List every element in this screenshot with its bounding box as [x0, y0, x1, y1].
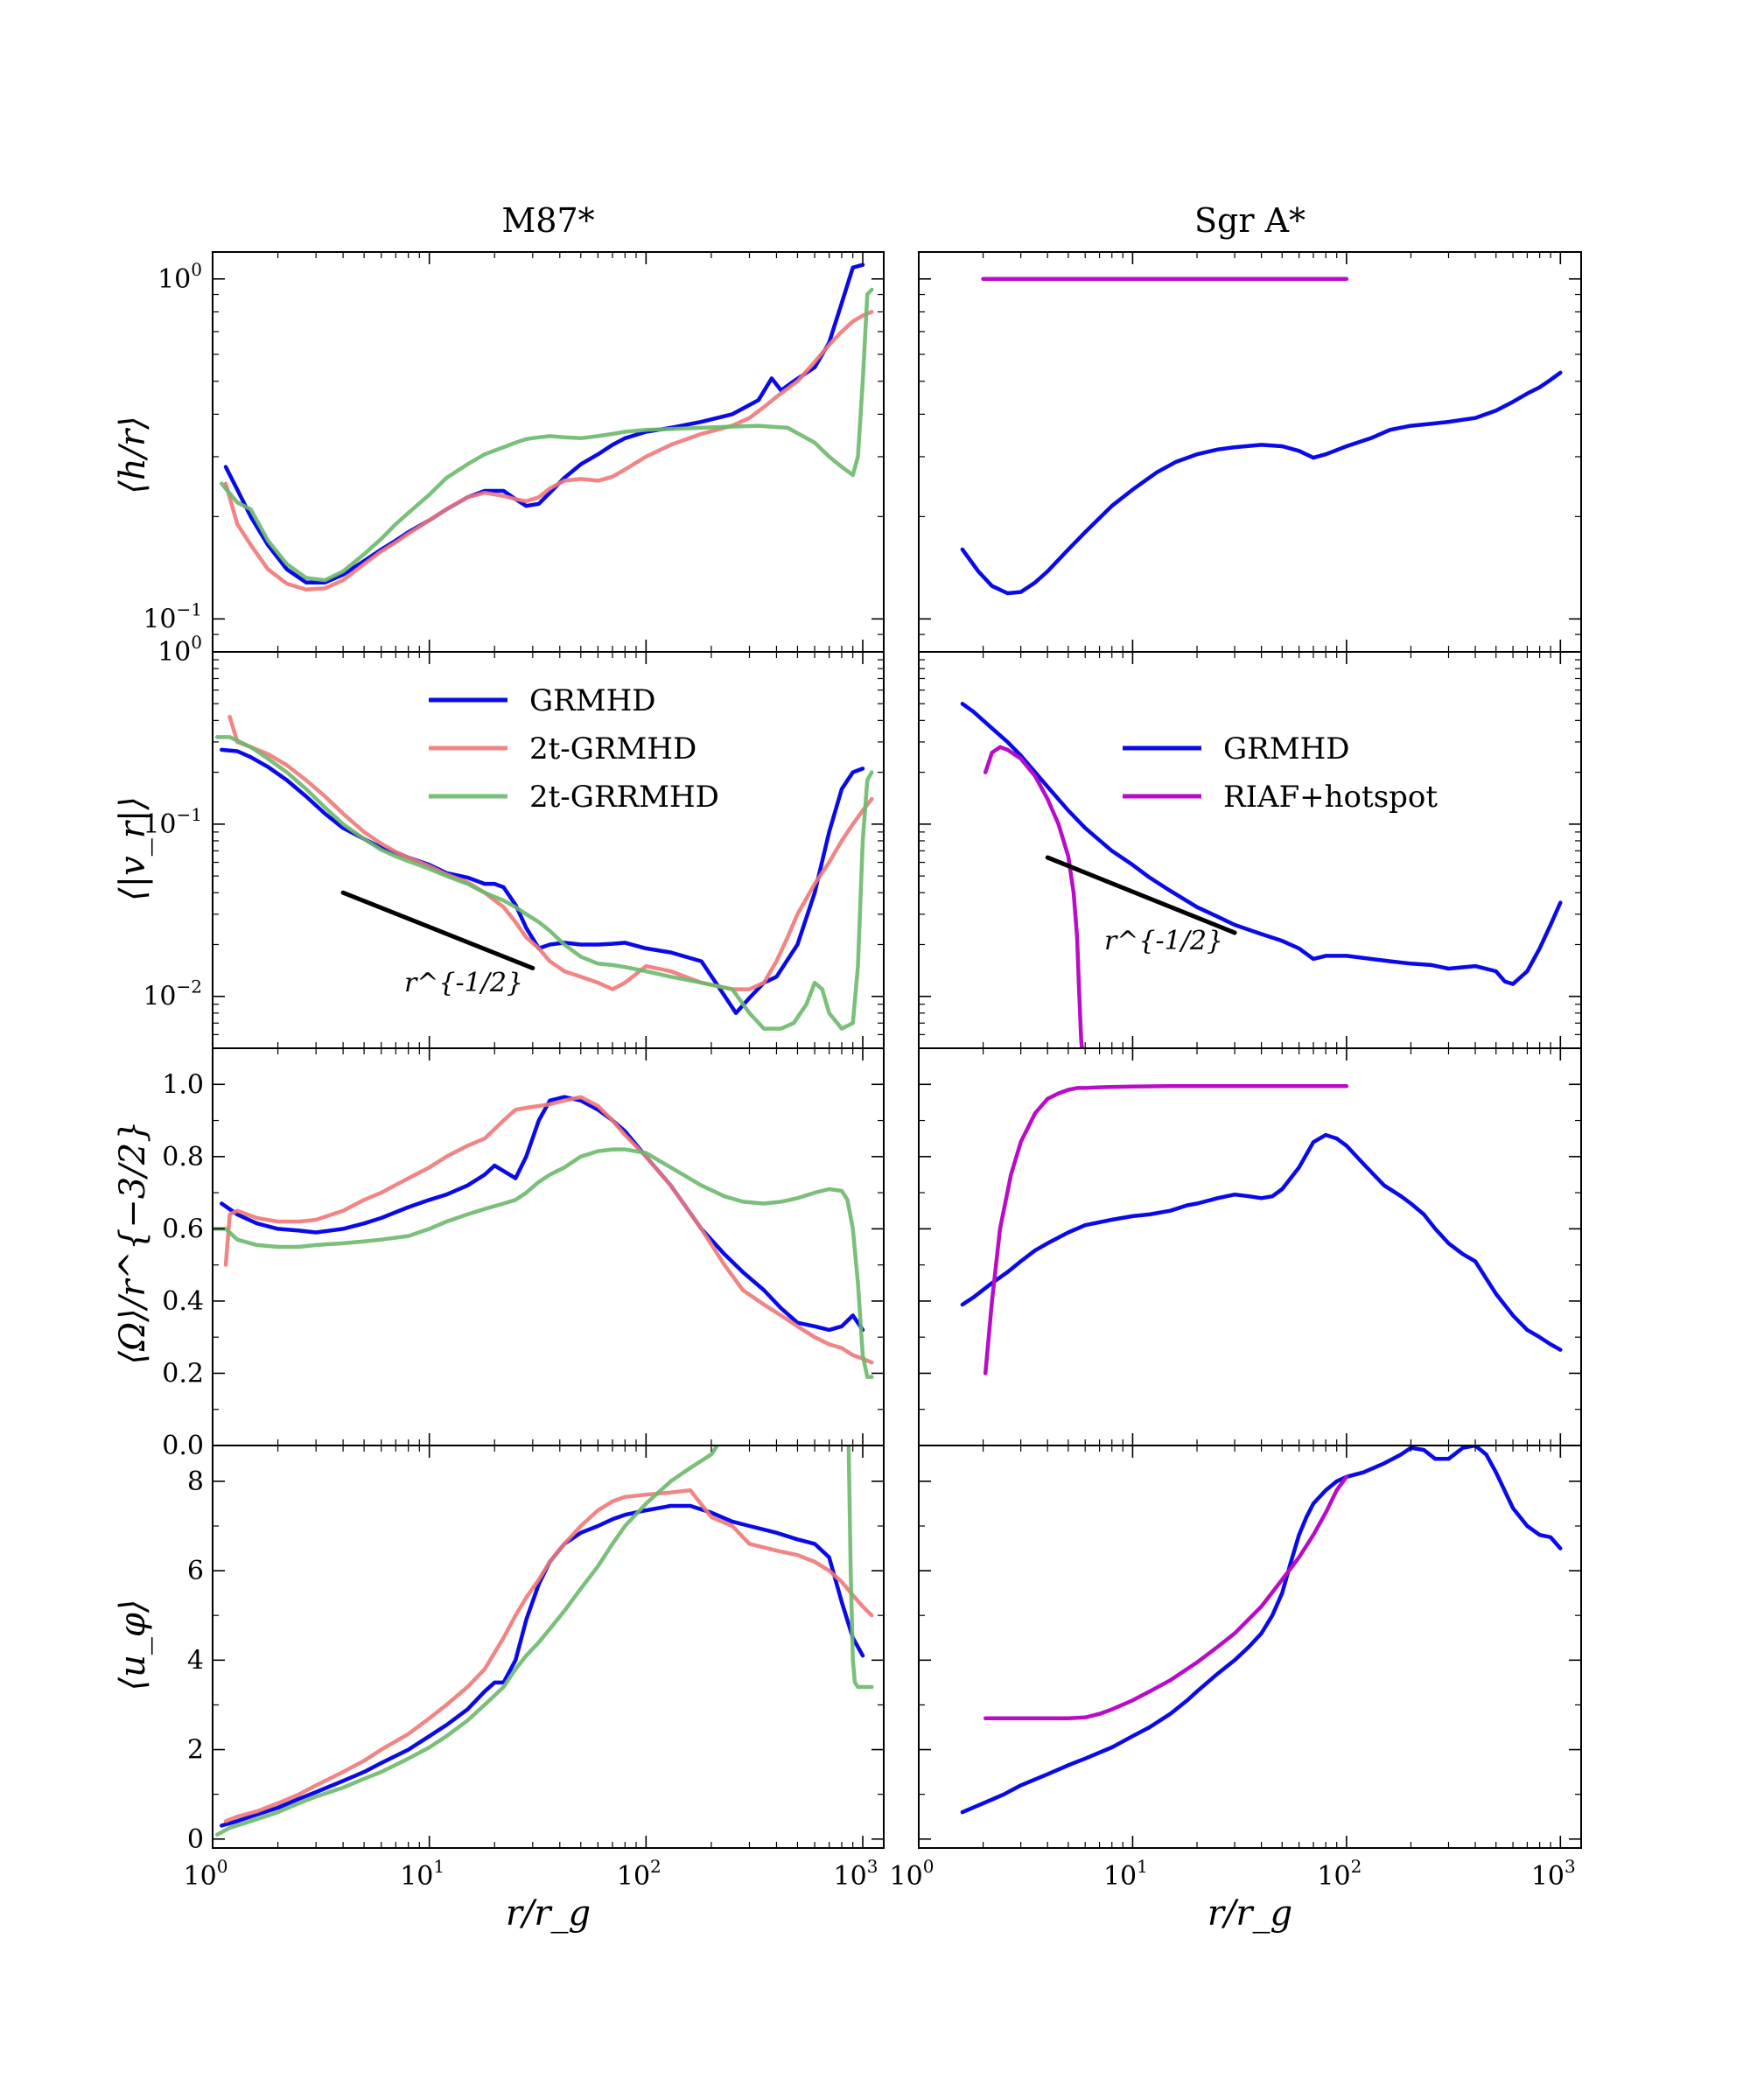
x-axis-labels: 100 101 102 103 r/r_g 100 101 102 103 r/r_g [184, 1856, 1576, 1934]
x-tick-label: 102 [1317, 1856, 1362, 1892]
series-2t-grrmhd [214, 735, 874, 1031]
y-tick-label: 100 [158, 259, 202, 295]
y-tick-label: 2 [187, 1735, 204, 1766]
series-grmhd [223, 262, 865, 584]
plot-frame [212, 251, 885, 653]
x-tick-label: 103 [1531, 1856, 1576, 1892]
y-tick-label: 10−1 [143, 598, 202, 634]
y-tick-label: 0.0 [162, 1431, 204, 1461]
series-riaf-hotspot [983, 1474, 1349, 1721]
series-2t-grmhd [223, 1488, 874, 1824]
series-2t-grrmhd [213, 1147, 874, 1379]
series-grmhd [220, 1095, 865, 1333]
plot-frame [212, 1445, 885, 1849]
panel-sgra-hr [918, 251, 1582, 653]
y-tick-label: 0.6 [162, 1214, 204, 1244]
series-2t-grmhd [223, 310, 874, 592]
legend-label: 2t-GRMHD [529, 732, 696, 766]
y-tick-label: 0.4 [162, 1286, 204, 1317]
powerlaw-label: r^{-1/2} [1104, 926, 1223, 956]
y-tick-label: 8 [187, 1466, 204, 1497]
series-2t-grmhd [228, 714, 874, 991]
column-title-m87: M87* [501, 201, 594, 240]
panel-sgra-vr: r^{-1/2} GRMHD RIAF+hotspot [918, 651, 1582, 1049]
x-axis-label: r/r_g [1208, 1894, 1292, 1934]
panel-m87-hr: 10−1 100 ⟨h/r⟩ [113, 251, 885, 653]
plot-frame [918, 1445, 1582, 1849]
plot-frame [918, 651, 1582, 1049]
x-tick-label: 100 [890, 1856, 934, 1892]
y-tick-label: 4 [187, 1645, 204, 1676]
legend-m87: GRMHD 2t-GRMHD 2t-GRRMHD [429, 683, 719, 815]
legend-label: 2t-GRRMHD [529, 780, 719, 815]
legend-label: GRMHD [529, 683, 655, 718]
series-riaf-hotspot [983, 745, 1084, 1048]
series-2t-grrmhd [220, 287, 874, 583]
plot-frame [918, 1047, 1582, 1446]
panel-sgra-omega [918, 1047, 1582, 1446]
series-grmhd [960, 1446, 1563, 1815]
y-tick-label: 10−1 [143, 804, 202, 840]
y-tick-label: 1.0 [162, 1069, 204, 1100]
y-tick-label: 6 [187, 1556, 204, 1586]
y-tick-label: 100 [158, 632, 202, 668]
series-powerlaw [1045, 855, 1237, 935]
series-2t-grmhd [223, 1095, 874, 1365]
x-axis-label: r/r_g [506, 1894, 591, 1934]
y-axis-label: ⟨Ω⟩/r^{−3/2} [113, 1120, 153, 1364]
panel-sgra-uphi [918, 1445, 1582, 1849]
y-tick-label: 10−2 [143, 976, 202, 1012]
y-tick-label: 0.2 [162, 1358, 204, 1389]
series-grmhd [960, 1132, 1563, 1352]
panel-m87-omega: 0.0 0.2 0.4 0.6 0.8 1.0 ⟨Ω⟩/r^{−3/2} [113, 1047, 885, 1461]
legend-label: RIAF+hotspot [1223, 780, 1438, 815]
series-riaf-hotspot [983, 1084, 1349, 1376]
column-titles: M87* Sgr A* [501, 201, 1306, 240]
series-2t-grrmhd [214, 1446, 874, 1837]
powerlaw-label: r^{-1/2} [404, 968, 523, 998]
series-grmhd [220, 1503, 865, 1828]
series-grmhd [960, 702, 1563, 986]
series-grmhd [960, 370, 1563, 596]
panels: 10−1100⟨h/r⟩10−210−1100⟨|v_r|⟩r^{-1/2}GR… [113, 251, 1582, 1855]
y-tick-label: 0.8 [162, 1142, 204, 1172]
x-tick-label: 101 [400, 1856, 444, 1892]
series-powerlaw [340, 890, 536, 970]
panel-m87-uphi: 0 2 4 6 8 ⟨u_φ⟩ [113, 1445, 885, 1855]
x-tick-label: 101 [1103, 1856, 1148, 1892]
column-title-sgra: Sgr A* [1194, 201, 1306, 240]
x-tick-label: 103 [834, 1856, 878, 1892]
legend-label: GRMHD [1223, 732, 1349, 766]
y-axis-label: ⟨|v_r|⟩ [113, 796, 153, 901]
y-axis-label: ⟨h/r⟩ [113, 416, 153, 494]
y-axis-label: ⟨u_φ⟩ [113, 1600, 153, 1691]
x-tick-label: 102 [617, 1856, 662, 1892]
panel-m87-vr: 10−2 10−1 100 ⟨|v_r|⟩ r^{-1/2} GRMHD 2t-GRMHD 2… [113, 632, 885, 1049]
y-tick-label: 0 [187, 1824, 204, 1855]
x-tick-label: 100 [184, 1856, 228, 1892]
legend-sgra: GRMHD RIAF+hotspot [1123, 732, 1438, 815]
